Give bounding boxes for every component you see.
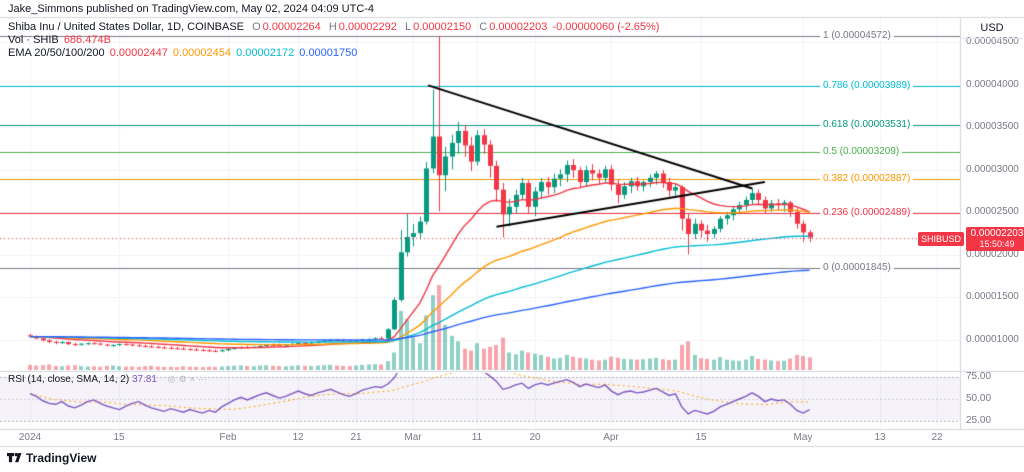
bar-countdown: 15:50:49 xyxy=(979,239,1015,249)
open-value: 0.00002264 xyxy=(262,21,321,33)
time-axis-label: 2024 xyxy=(18,432,42,443)
volume-value: 686.474B xyxy=(63,34,111,46)
last-price-badge-group: SHIBUSD 0.00002203 15:50:49 xyxy=(918,227,1024,251)
time-axis-label: 21 xyxy=(350,432,362,443)
tradingview-logo-icon xyxy=(7,452,22,463)
time-axis-label: Apr xyxy=(603,432,619,443)
tradingview-footer[interactable]: TradingView xyxy=(7,450,96,465)
fib-level-label: 0 (0.00001845) xyxy=(820,262,894,273)
ema-label: EMA 20/50/100/200 xyxy=(8,47,105,59)
symbol-title: Shiba Inu / United States Dollar, 1D, CO… xyxy=(8,21,245,33)
time-axis-label: Mar xyxy=(404,432,422,443)
volume-label: Vol · SHIB xyxy=(8,34,59,46)
ema200-value: 0.00001750 xyxy=(299,47,358,59)
delete-icon[interactable]: × xyxy=(189,374,198,384)
time-axis-label: 12 xyxy=(292,432,304,443)
price-scale-currency-toggle[interactable]: USD xyxy=(961,18,1023,39)
rsi-axis-label: 75.00 xyxy=(966,371,992,382)
close-label: C xyxy=(479,21,488,33)
fib-level-label: 0.236 (0.00002489) xyxy=(820,207,914,218)
visibility-icon[interactable]: ◎ xyxy=(167,374,179,384)
close-value: 0.00002203 xyxy=(489,21,548,33)
last-price-badge: 0.00002203 15:50:49 xyxy=(966,227,1024,251)
more-icon[interactable]: ⋯ xyxy=(197,374,210,384)
time-axis-label: May xyxy=(793,432,813,443)
symbol-legend-row[interactable]: Shiba Inu / United States Dollar, 1D, CO… xyxy=(8,21,659,34)
last-price-value: 0.00002203 xyxy=(970,228,1024,239)
ema100-value: 0.00002172 xyxy=(236,47,295,59)
change-value: -0.00000060 (-2.65%) xyxy=(552,21,660,33)
open-label: O xyxy=(252,21,261,33)
rsi-actions: ◎⚙×⋯ xyxy=(168,374,210,384)
price-axis-label: 0.00001500 xyxy=(966,291,1019,302)
fib-level-label: 0.786 (0.00003989) xyxy=(820,80,914,91)
rsi-value: 37.81 xyxy=(131,374,157,385)
price-axis-label: 0.00003000 xyxy=(966,164,1019,175)
high-value: 0.00002292 xyxy=(338,21,397,33)
ema-legend-row[interactable]: EMA 20/50/100/200 0.00002447 0.00002454 … xyxy=(8,47,659,60)
rsi-title: RSI (14, close, SMA, 14, 2) xyxy=(8,374,130,385)
time-axis-label: 20 xyxy=(529,432,541,443)
time-axis-label: 13 xyxy=(874,432,886,443)
ema50-value: 0.00002454 xyxy=(172,47,232,59)
tradingview-logo-text: TradingView xyxy=(26,450,97,465)
price-axis-label: 0.00003500 xyxy=(966,121,1019,132)
time-axis-label: 22 xyxy=(931,432,943,443)
high-label: H xyxy=(328,21,337,33)
rsi-axis-label: 50.00 xyxy=(966,393,992,404)
ema20-value: 0.00002447 xyxy=(109,47,168,59)
price-axis-label: 0.00004500 xyxy=(966,36,1019,47)
price-axis-label: 0.00002500 xyxy=(966,206,1019,217)
fib-level-label: 0.618 (0.00003531) xyxy=(820,119,914,130)
low-label: L xyxy=(404,21,412,33)
time-axis-label: 11 xyxy=(471,432,483,443)
attribution-text: Jake_Simmons published on TradingView.co… xyxy=(8,3,375,15)
time-axis-label: Feb xyxy=(219,432,237,443)
fib-level-label: 0.382 (0.00002887) xyxy=(820,173,914,184)
price-axis-label: 0.00004000 xyxy=(966,79,1019,90)
symbol-tag: SHIBUSD xyxy=(918,232,965,246)
volume-legend-row[interactable]: Vol · SHIB 686.474B xyxy=(8,34,659,47)
price-axis-label: 0.00002000 xyxy=(966,249,1019,260)
time-axis-label: 15 xyxy=(113,432,125,443)
fib-level-label: 1 (0.00004572) xyxy=(820,30,894,41)
rsi-axis-label: 25.00 xyxy=(966,415,992,426)
low-value: 0.00002150 xyxy=(413,21,472,33)
rsi-legend-row[interactable]: RSI (14, close, SMA, 14, 2) 37.81 ◎⚙×⋯ xyxy=(8,374,210,385)
settings-icon[interactable]: ⚙ xyxy=(178,374,190,384)
price-axis-label: 0.00001000 xyxy=(966,334,1019,345)
chart-legend: Shiba Inu / United States Dollar, 1D, CO… xyxy=(8,21,659,60)
fib-level-label: 0.5 (0.00003209) xyxy=(820,146,903,157)
time-axis-label: 15 xyxy=(695,432,707,443)
